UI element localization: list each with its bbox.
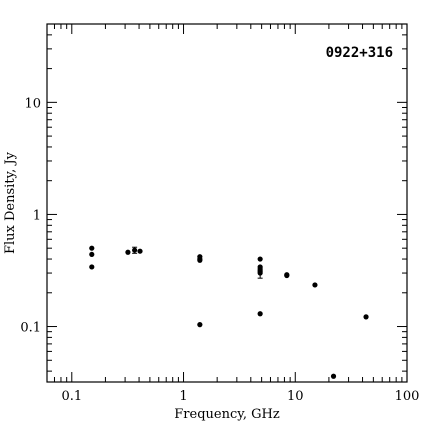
y-tick-label: 1	[33, 208, 41, 223]
data-point	[89, 264, 95, 270]
y-tick-label: 10	[24, 96, 41, 111]
y-axis-label: Flux Density, Jy	[3, 151, 18, 254]
data-point	[312, 282, 318, 288]
x-tick-label: 10	[287, 389, 304, 404]
data-point	[284, 272, 290, 279]
data-point	[197, 322, 203, 328]
data-point	[132, 247, 138, 253]
x-tick-label: 1	[179, 389, 187, 404]
axis-ticks	[46, 23, 408, 382]
data-point	[257, 256, 263, 262]
data-point	[363, 314, 369, 320]
data-point	[125, 249, 131, 255]
data-point	[257, 270, 263, 276]
x-tick-label: 100	[395, 389, 420, 404]
data-point	[137, 248, 143, 254]
data-point	[89, 245, 95, 251]
chart-title: 0922+316	[326, 45, 393, 61]
data-point	[89, 251, 95, 258]
data-points	[89, 245, 369, 379]
tick-labels: 0.1 1 10 100 0.1 1 10	[20, 96, 419, 404]
x-axis-label: Frequency, GHz	[174, 407, 280, 422]
data-point	[257, 311, 263, 317]
data-point	[197, 257, 203, 263]
x-tick-label: 0.1	[61, 389, 82, 404]
data-point	[330, 373, 337, 379]
plot-frame	[46, 23, 408, 383]
y-tick-label: 0.1	[20, 321, 41, 336]
